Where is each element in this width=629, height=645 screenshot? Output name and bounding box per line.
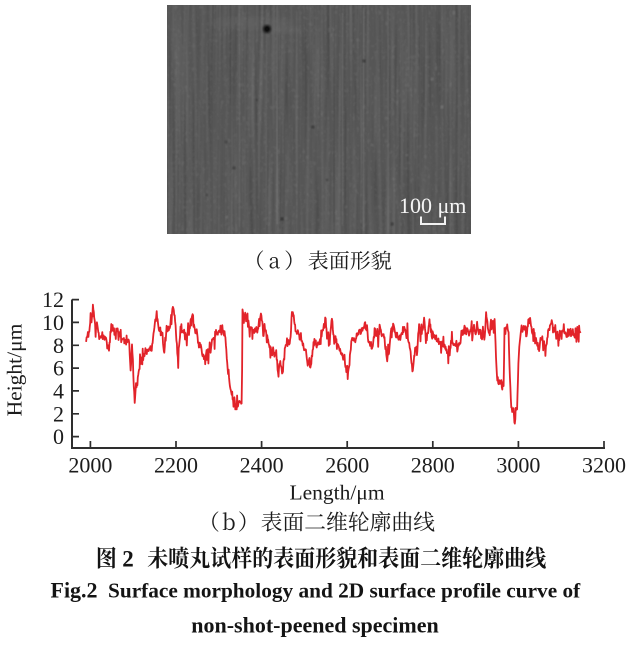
- svg-text:non-shot-peened specimen: non-shot-peened specimen: [191, 613, 439, 638]
- svg-text:2200: 2200: [154, 453, 198, 478]
- svg-text:12: 12: [42, 287, 64, 312]
- svg-text:3200: 3200: [582, 453, 626, 478]
- svg-text:2: 2: [53, 401, 64, 426]
- svg-text:100 μm: 100 μm: [399, 193, 466, 218]
- svg-text:2800: 2800: [411, 453, 455, 478]
- svg-text:0: 0: [53, 424, 64, 449]
- svg-text:10: 10: [42, 310, 64, 335]
- svg-text:4: 4: [53, 378, 64, 403]
- svg-text:Surface morphology and 2D surf: Surface morphology and 2D surface profil…: [108, 579, 581, 603]
- svg-text:Fig.2: Fig.2: [51, 578, 98, 603]
- svg-text:8: 8: [53, 333, 64, 358]
- svg-text:2000: 2000: [68, 453, 112, 478]
- svg-text:6: 6: [53, 356, 64, 381]
- svg-text:Length/μm: Length/μm: [289, 481, 384, 505]
- svg-text:2600: 2600: [325, 453, 369, 478]
- svg-text:3000: 3000: [496, 453, 540, 478]
- svg-text:2400: 2400: [240, 453, 284, 478]
- svg-text:2: 2: [122, 547, 134, 572]
- svg-text:Height/μm: Height/μm: [3, 323, 27, 416]
